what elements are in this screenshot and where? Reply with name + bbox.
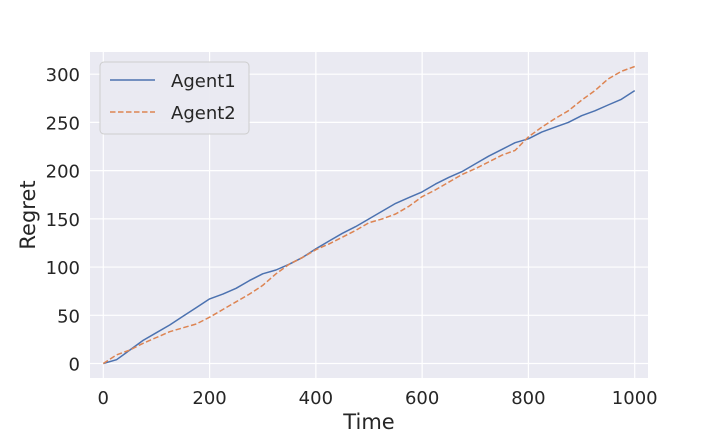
legend-label-agent2: Agent2 [171,103,236,124]
x-axis-label: Time [342,410,394,432]
y-tick-label: 300 [46,65,80,86]
x-tick-labels: 0 200 400 600 800 1000 [98,388,658,409]
y-tick-labels: 0 50 100 150 200 250 300 [46,65,80,375]
x-tick-label: 200 [192,388,226,409]
y-tick-label: 250 [46,113,80,134]
series-line-agent2 [102,65,635,365]
y-tick-label: 0 [69,355,80,376]
x-tick-label: 800 [511,388,545,409]
series-lines [102,65,636,365]
x-tick-label: 600 [405,388,439,409]
y-tick-label: 50 [57,306,80,327]
y-tick-label: 200 [46,162,80,183]
series-line-agent1 [103,89,636,365]
x-tick-label: 0 [98,388,109,409]
legend: Agent1 Agent2 [99,61,250,135]
y-tick-label: 150 [46,210,80,231]
legend-label-agent1: Agent1 [171,71,236,92]
y-axis-label: Regret [16,180,40,249]
x-tick-label: 1000 [612,388,658,409]
x-tick-label: 400 [299,388,333,409]
y-tick-label: 100 [46,258,80,279]
